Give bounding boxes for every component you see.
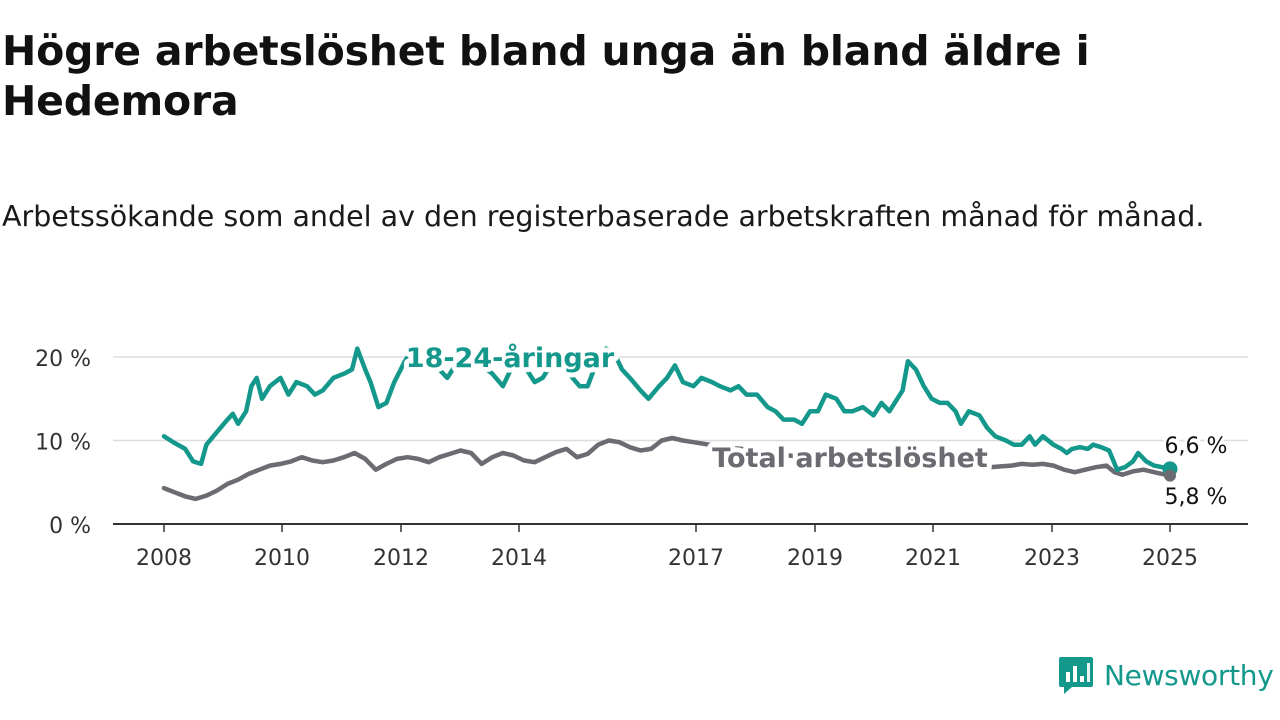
- x-tick-label: 2019: [787, 546, 843, 571]
- x-tick-label: 2012: [373, 546, 429, 571]
- end-value-youth: 6,6 %: [1165, 434, 1228, 459]
- x-tick-label: 2014: [491, 546, 547, 571]
- x-tick-label: 2008: [136, 546, 192, 571]
- y-tick-label: 0 %: [49, 514, 91, 539]
- series-label-youth: 18-24-åringar: [406, 342, 615, 374]
- y-axis-ticks: 0 % 10 % 20 %: [35, 347, 91, 539]
- x-tick-label: 2021: [905, 546, 961, 571]
- x-tick-label: 2025: [1142, 546, 1198, 571]
- y-tick-label: 10 %: [35, 431, 91, 456]
- series-line-1: [161, 346, 1173, 472]
- x-tick-label: 2023: [1024, 546, 1080, 571]
- grid-lines: [113, 356, 1248, 442]
- newsworthy-logo-icon: [1059, 657, 1093, 694]
- series-lines: [161, 346, 1178, 502]
- line-chart: 0 % 10 % 20 % 2008 2010 2012 2014 2017 2019 2021…: [35, 337, 1248, 571]
- end-value-total: 5,8 %: [1165, 485, 1228, 510]
- brand-logo: Newsworthy: [1058, 653, 1274, 697]
- brand-name: Newsworthy: [1104, 658, 1274, 692]
- series-end-marker-2: [1164, 469, 1176, 482]
- y-tick-label: 20 %: [35, 347, 91, 372]
- series-label-total: Total arbetslöshet: [712, 443, 988, 474]
- page-title: Högre arbetslöshet bland unga än bland ä…: [2, 27, 1090, 125]
- x-tick-label: 2017: [668, 546, 724, 571]
- series-labels: 18-24-åringar Total arbetslöshet 6,6 % 5,8 …: [401, 337, 1231, 513]
- x-axis: 2008 2010 2012 2014 2017 2019 2021 2023 2025: [113, 523, 1248, 571]
- x-tick-label: 2010: [254, 546, 310, 571]
- page-subtitle: Arbetssökande som andel av den registerb…: [2, 200, 1205, 233]
- series-line-2: [161, 435, 1173, 502]
